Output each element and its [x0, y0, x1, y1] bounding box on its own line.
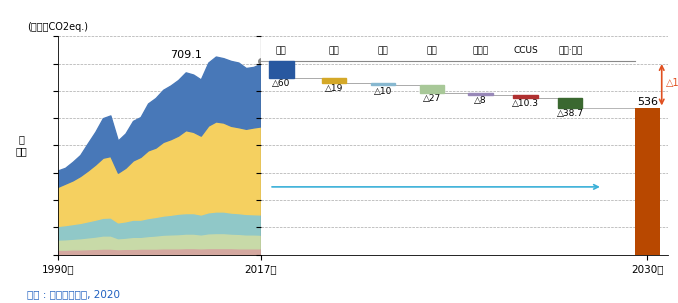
Text: 536: 536 [637, 97, 658, 107]
Text: △27: △27 [423, 94, 441, 103]
Bar [635, 108, 660, 255]
Text: △60: △60 [272, 78, 291, 88]
Text: 배
출량: 배 출량 [15, 135, 27, 156]
Text: △8: △8 [475, 96, 487, 105]
Text: 709.1: 709.1 [170, 50, 201, 60]
Bar [468, 93, 493, 95]
Text: △173.1(24.4%): △173.1(24.4%) [666, 78, 678, 88]
Text: (백만톤CO2eq.): (백만톤CO2eq.) [27, 22, 88, 32]
Bar [371, 83, 395, 85]
Bar [322, 78, 346, 83]
Text: △38.7: △38.7 [557, 109, 584, 118]
Text: CCUS: CCUS [513, 46, 538, 55]
Text: 폐기물: 폐기물 [473, 46, 489, 55]
Text: 출처 : 대한민국정부, 2020: 출처 : 대한민국정부, 2020 [27, 289, 120, 299]
Text: 전력: 전력 [276, 46, 287, 55]
Bar [558, 98, 582, 108]
Text: △10: △10 [374, 87, 393, 95]
Bar [269, 61, 294, 78]
Bar [513, 95, 538, 98]
Text: △19: △19 [325, 84, 344, 93]
Text: 건물: 건물 [378, 46, 388, 55]
Bar [420, 85, 444, 93]
Text: 국외·산림: 국외·산림 [558, 46, 582, 55]
Text: 산업: 산업 [329, 46, 340, 55]
Text: 수송: 수송 [426, 46, 437, 55]
Text: △10.3: △10.3 [512, 99, 539, 108]
